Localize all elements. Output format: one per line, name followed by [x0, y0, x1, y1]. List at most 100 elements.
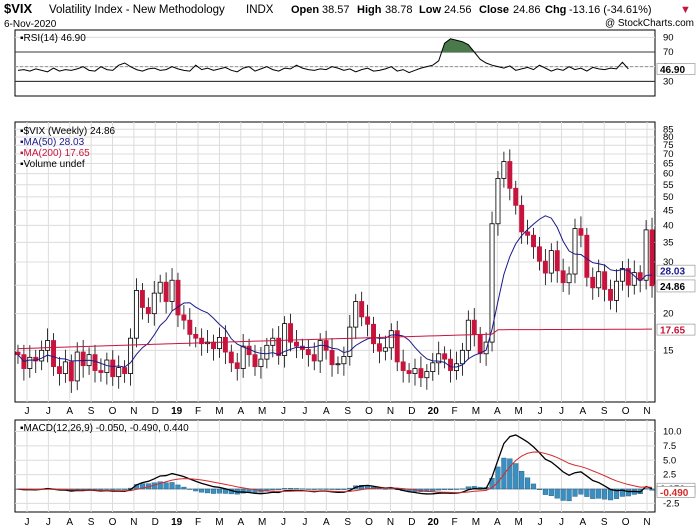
price-month-label: F	[452, 406, 458, 417]
macd-histogram-bar	[649, 488, 655, 491]
price-month-label: D	[152, 406, 159, 417]
macd-line	[17, 434, 653, 495]
macd-signal-last-value-box	[656, 486, 696, 498]
macd-histogram-bar	[572, 488, 578, 497]
macd-month-label: D	[152, 517, 159, 528]
candle	[193, 333, 199, 339]
price-month-label: F	[195, 406, 201, 417]
macd-histogram-bar	[110, 488, 116, 490]
macd-histogram-bar	[607, 488, 614, 501]
price-month-label: S	[601, 406, 608, 417]
macd-histogram-bar	[436, 488, 442, 491]
chart-description: Volatility Index - New Methodology	[49, 4, 225, 16]
candle	[282, 323, 288, 356]
macd-month-label: N	[130, 517, 137, 528]
chart-date: 6-Nov-2020	[4, 19, 57, 30]
candle	[246, 345, 252, 356]
macd-month-label: F	[195, 517, 201, 528]
rsi-legend: ▪RSI(14) 46.90	[20, 33, 86, 44]
macd-month-label: J	[538, 517, 543, 528]
candle	[45, 340, 51, 351]
candle	[264, 344, 270, 360]
candle	[572, 228, 578, 275]
macd-signal-line	[17, 451, 653, 494]
chg-value: -13.16 (-34.61%)	[569, 4, 652, 16]
macd-histogram-bar	[276, 488, 282, 491]
candle	[311, 354, 317, 362]
macd-histogram-bar	[507, 458, 513, 490]
candle	[442, 353, 448, 360]
candle	[329, 349, 335, 366]
macd-histogram-bar	[596, 488, 602, 499]
candle	[270, 337, 276, 346]
price-month-label: D	[408, 406, 415, 417]
candle	[341, 356, 347, 365]
candle	[560, 270, 566, 284]
candle	[353, 301, 359, 328]
candle	[240, 345, 246, 369]
macd-month-label: M	[258, 517, 266, 528]
low-value: 24.56	[444, 4, 472, 16]
macd-month-label: A	[66, 517, 73, 528]
candle	[110, 359, 116, 378]
price-last-value: 24.86	[660, 282, 685, 293]
price-month-label: S	[88, 406, 95, 417]
price-tick-label: 35	[663, 237, 674, 248]
price-month-label: 20	[428, 406, 440, 417]
macd-month-label: J	[25, 517, 30, 528]
macd-month-label: O	[622, 517, 630, 528]
rsi-panel	[14, 29, 656, 97]
macd-histogram-bar	[501, 457, 507, 490]
price-tick-label: 15	[663, 345, 674, 356]
macd-histogram-bar	[590, 488, 596, 499]
candle	[62, 361, 68, 374]
macd-histogram-bar	[560, 488, 566, 501]
candle	[98, 370, 104, 373]
macd-month-label: F	[452, 517, 458, 528]
candle	[216, 337, 222, 350]
macd-histogram-bar	[625, 488, 631, 497]
price-month-label: O	[622, 406, 630, 417]
macd-histogram-bar	[447, 488, 454, 490]
macd-month-label: S	[601, 517, 608, 528]
macd-histogram-bar	[86, 488, 92, 490]
chg-down-icon: ▼	[680, 4, 691, 16]
price-tick-label: 20	[663, 309, 674, 320]
macd-month-label: S	[344, 517, 351, 528]
candle	[625, 268, 631, 286]
candle	[513, 187, 519, 206]
candle	[382, 347, 388, 352]
macd-histogram-bar	[335, 488, 341, 491]
candle	[371, 323, 376, 345]
macd-histogram-bar	[578, 488, 584, 495]
candle	[424, 371, 430, 379]
candle	[649, 229, 655, 287]
candle	[519, 204, 525, 233]
macd-month-label: A	[237, 517, 244, 528]
candle	[181, 314, 187, 321]
candle	[74, 351, 80, 382]
candle	[347, 326, 353, 357]
price-month-label: J	[25, 406, 30, 417]
candle	[400, 361, 406, 371]
candle	[258, 358, 264, 368]
candle	[116, 367, 122, 378]
price-tick-label: 75	[663, 140, 674, 151]
macd-month-label: M	[515, 517, 523, 528]
candle	[365, 316, 371, 325]
candle	[359, 301, 365, 318]
candle	[489, 223, 495, 343]
candle	[187, 319, 193, 335]
candle	[448, 358, 454, 371]
macd-histogram-bar	[157, 481, 163, 490]
macd-histogram-bar	[163, 482, 169, 490]
macd-histogram-bar	[199, 488, 205, 493]
price-month-label: A	[580, 406, 587, 417]
ma50-last-value-box	[656, 264, 696, 277]
macd-histogram-bar	[122, 488, 128, 490]
macd-histogram-bar	[613, 488, 620, 499]
chg-label: Chg	[545, 4, 566, 16]
macd-histogram-bar	[453, 488, 460, 490]
candle	[643, 229, 649, 281]
macd-histogram-bar	[536, 488, 543, 490]
